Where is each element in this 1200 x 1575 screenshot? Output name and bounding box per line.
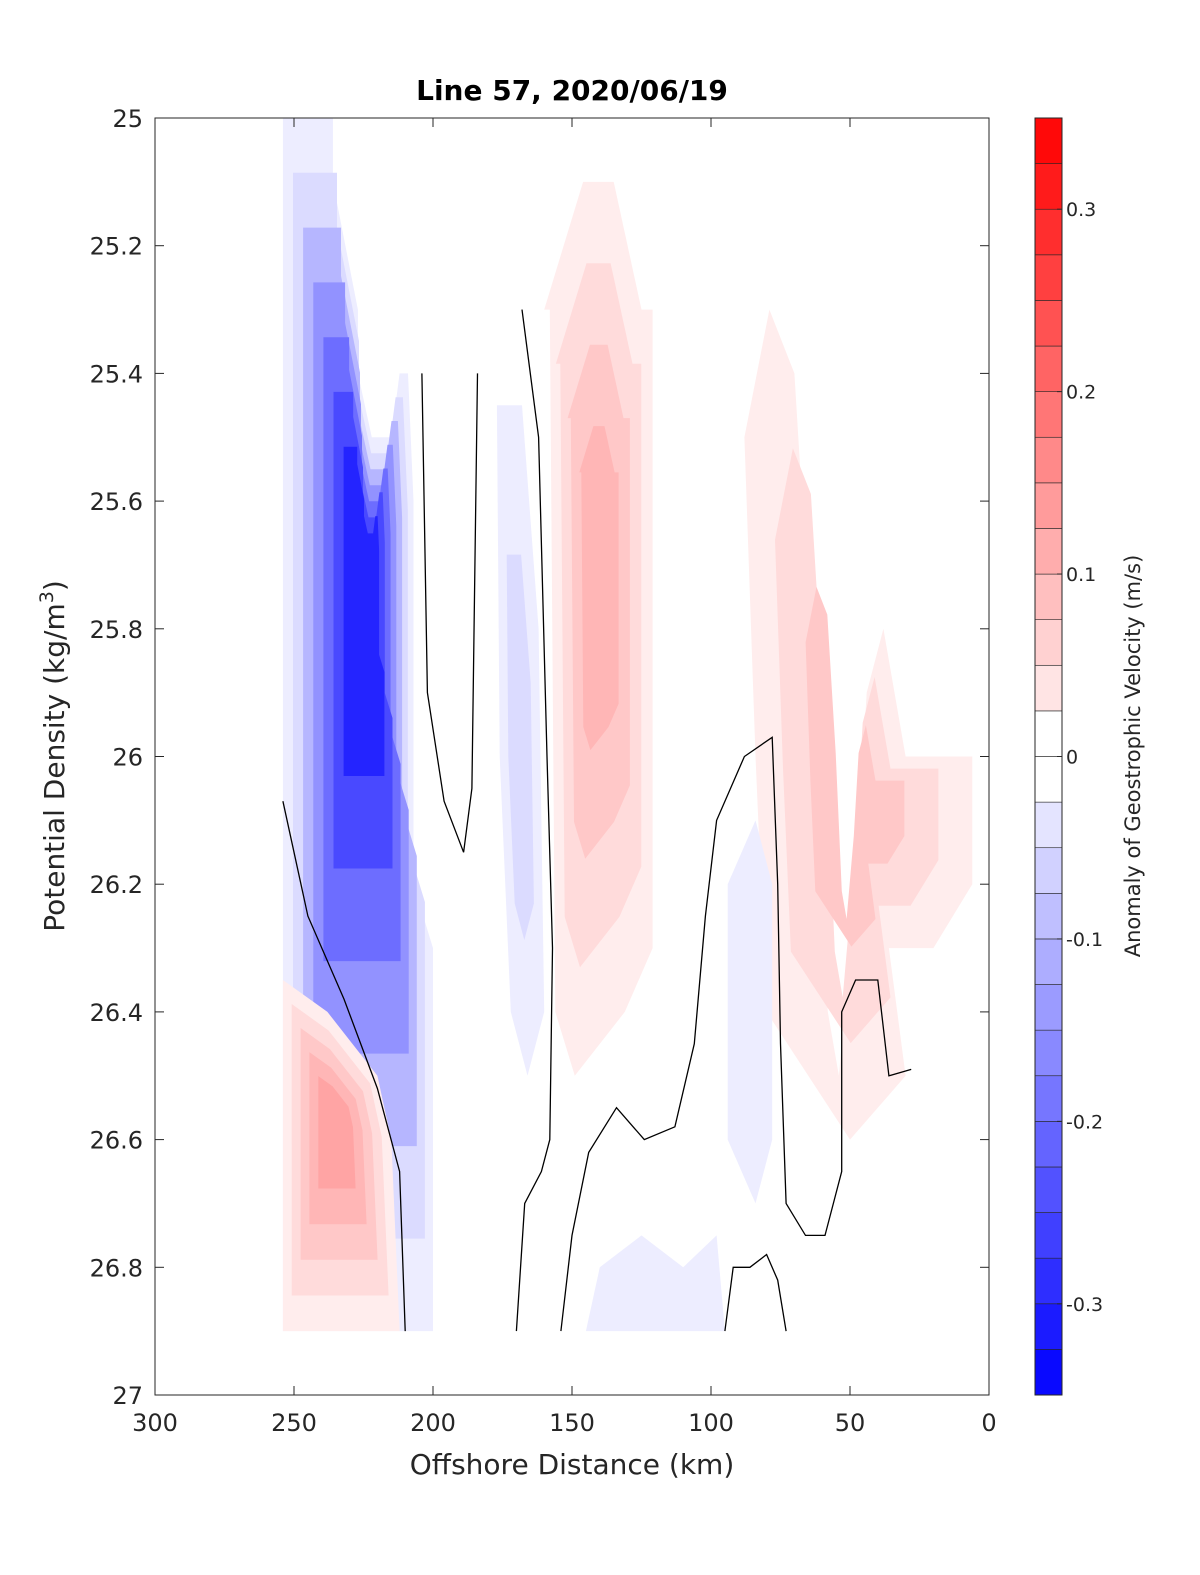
y-tick-label: 26.2 bbox=[90, 871, 143, 899]
colorbar-tick-label: 0 bbox=[1066, 747, 1078, 769]
colorbar-step bbox=[1034, 1075, 1063, 1122]
colorbar-tick-label: -0.2 bbox=[1066, 1111, 1103, 1133]
x-tick-label: 100 bbox=[688, 1409, 734, 1437]
colorbar-step bbox=[1034, 1121, 1063, 1168]
y-axis-title: Potential Density (kg/m3) bbox=[36, 580, 71, 932]
y-tick-label: 25.2 bbox=[90, 233, 143, 261]
colorbar-step bbox=[1034, 801, 1063, 849]
chart-title: Line 57, 2020/06/19 bbox=[416, 74, 728, 107]
colorbar-step bbox=[1034, 938, 1063, 985]
colorbar-step bbox=[1034, 619, 1063, 666]
y-axis-title-superscript: 3 bbox=[36, 591, 58, 603]
colorbar-title: Anomaly of Geostrophic Velocity (m/s) bbox=[1121, 555, 1145, 958]
colorbar-tick-label: -0.1 bbox=[1066, 929, 1103, 951]
y-axis-title-close: ) bbox=[38, 580, 71, 591]
y-tick-label: 26.4 bbox=[90, 999, 143, 1027]
zero-contour-line-3 bbox=[560, 736, 912, 1332]
y-tick-label: 25.8 bbox=[90, 616, 143, 644]
colorbar-step bbox=[1034, 345, 1063, 392]
x-tick-label: 300 bbox=[132, 1409, 178, 1437]
colorbar-tick-label: 0.3 bbox=[1066, 199, 1096, 221]
colorbar-ticks: 0.3 0.2 0.1 0 -0.1 -0.2 -0.3 bbox=[1057, 199, 1103, 1316]
contour-fill-mid-negative-band-level-1 bbox=[506, 554, 534, 941]
zero-contour-line-0 bbox=[282, 801, 406, 1332]
colorbar-step bbox=[1034, 163, 1063, 210]
colorbar-step bbox=[1034, 664, 1063, 712]
x-axis-title: Offshore Distance (km) bbox=[410, 1448, 735, 1481]
y-tick-label: 25 bbox=[112, 105, 143, 133]
y-tick-label: 26.8 bbox=[90, 1254, 143, 1282]
contour-fill-nearshore-positive-core-level-3 bbox=[579, 426, 619, 751]
colorbar-steps bbox=[1034, 117, 1063, 1396]
colorbar-step bbox=[1034, 1303, 1063, 1350]
colorbar: 0.3 0.2 0.1 0 -0.1 -0.2 -0.3 bbox=[1034, 117, 1103, 1396]
zero-contour-line-4 bbox=[724, 1253, 787, 1332]
colorbar-step bbox=[1034, 893, 1063, 940]
colorbar-step bbox=[1034, 436, 1063, 484]
colorbar-tick-label: 0.1 bbox=[1066, 564, 1096, 586]
colorbar-step bbox=[1034, 254, 1063, 301]
filled-contour-regions bbox=[282, 118, 973, 1332]
colorbar-tick-label: 0.2 bbox=[1066, 382, 1096, 404]
plot-area: 300 250 200 150 100 50 0 2525.225.425.625.8262… bbox=[90, 105, 997, 1437]
colorbar-step bbox=[1034, 208, 1063, 256]
x-axis-ticks: 300 250 200 150 100 50 0 bbox=[132, 118, 997, 1437]
x-tick-label: 200 bbox=[410, 1409, 456, 1437]
x-tick-label: 150 bbox=[549, 1409, 595, 1437]
colorbar-step bbox=[1034, 1257, 1063, 1305]
y-tick-label: 25.4 bbox=[90, 360, 143, 388]
colorbar-step bbox=[1034, 1029, 1063, 1077]
y-axis-ticks: 25 25.2 25.4 25.6 25.8 26 26.2 26.4 26.6 26.8 27 bbox=[90, 105, 989, 1410]
x-tick-label: 250 bbox=[271, 1409, 317, 1437]
y-tick-label: 26 bbox=[112, 744, 143, 772]
y-axis-title-main: Potential Density (kg/m bbox=[38, 603, 71, 932]
y-tick-label: 27 bbox=[112, 1382, 143, 1410]
contour-fill-coastal-positive-level-2 bbox=[805, 586, 905, 947]
colorbar-step bbox=[1034, 391, 1063, 438]
colorbar-step bbox=[1034, 1166, 1063, 1213]
zero-contour-line-1 bbox=[421, 373, 479, 853]
contour-fill-offshore-positive-lower-level-4 bbox=[318, 1076, 356, 1189]
contour-fill-deep-negative-mid-level-0 bbox=[585, 1235, 725, 1332]
colorbar-step bbox=[1034, 756, 1063, 803]
colorbar-step bbox=[1034, 573, 1063, 620]
contour-fill-offshore-negative-jet-level-6 bbox=[343, 446, 385, 776]
zero-contour-line-2 bbox=[515, 309, 554, 1332]
colorbar-step bbox=[1034, 847, 1063, 894]
colorbar-step bbox=[1034, 1349, 1063, 1396]
colorbar-tick-label: -0.3 bbox=[1066, 1294, 1103, 1316]
colorbar-step bbox=[1034, 300, 1063, 347]
colorbar-step bbox=[1034, 117, 1063, 164]
colorbar-step bbox=[1034, 710, 1063, 757]
x-tick-label: 50 bbox=[835, 1409, 866, 1437]
colorbar-step bbox=[1034, 482, 1063, 529]
zero-contour-lines bbox=[282, 309, 912, 1332]
contour-fill-deep-negative-nearshore-level-0 bbox=[727, 820, 773, 1204]
y-tick-label: 25.6 bbox=[90, 488, 143, 516]
colorbar-step bbox=[1034, 984, 1063, 1031]
colorbar-step bbox=[1034, 528, 1063, 575]
colorbar-step bbox=[1034, 1212, 1063, 1259]
y-tick-label: 26.6 bbox=[90, 1127, 143, 1155]
x-tick-label: 0 bbox=[981, 1409, 996, 1437]
